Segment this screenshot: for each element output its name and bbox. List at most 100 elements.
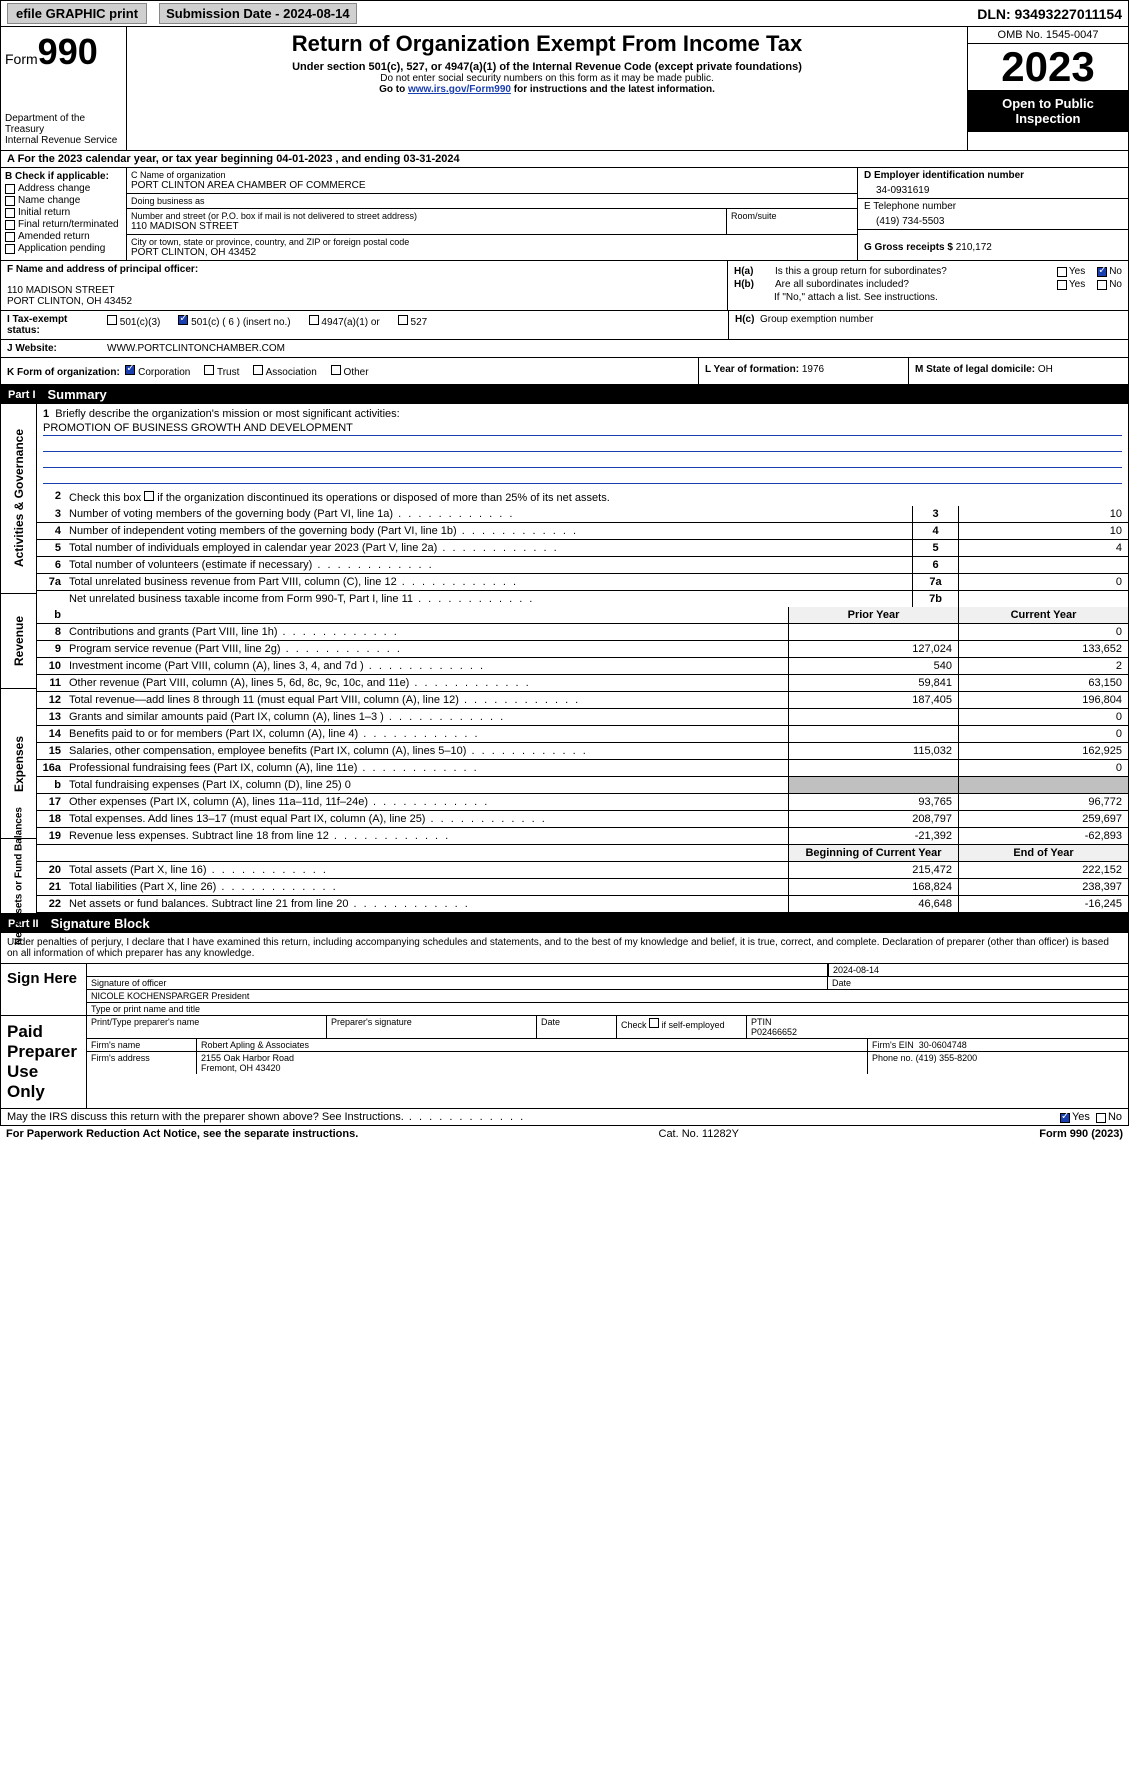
k-checkbox[interactable] — [331, 365, 341, 375]
year-formation: 1976 — [802, 364, 824, 375]
form-number: Form990 — [5, 31, 122, 73]
ha-no-checkbox[interactable] — [1097, 267, 1107, 277]
p1-data-row: 13Grants and similar amounts paid (Part … — [37, 709, 1128, 726]
submission-date: Submission Date - 2024-08-14 — [159, 3, 357, 24]
p1-data-row: 11Other revenue (Part VIII, column (A), … — [37, 675, 1128, 692]
section-deg: D Employer identification number 34-0931… — [858, 168, 1128, 260]
p1-line: 3Number of voting members of the governi… — [37, 506, 1128, 523]
rev-col-headers: b Prior Year Current Year — [37, 607, 1128, 624]
gross-receipts: 210,172 — [956, 242, 992, 253]
k-checkbox[interactable] — [204, 365, 214, 375]
p1-line: 4Number of independent voting members of… — [37, 523, 1128, 540]
ha-yes-checkbox[interactable] — [1057, 267, 1067, 277]
hb-no-checkbox[interactable] — [1097, 280, 1107, 290]
goto-line: Go to www.irs.gov/Form990 for instructio… — [133, 84, 961, 95]
dln-number: DLN: 93493227011154 — [971, 4, 1128, 24]
sign-here-block: Sign Here 2024-08-14 Signature of office… — [0, 964, 1129, 1016]
p1-data-row: 19Revenue less expenses. Subtract line 1… — [37, 828, 1128, 845]
p1-line: 7aTotal unrelated business revenue from … — [37, 574, 1128, 591]
footer: For Paperwork Reduction Act Notice, see … — [0, 1126, 1129, 1142]
p1-data-row: 8Contributions and grants (Part VIII, li… — [37, 624, 1128, 641]
omb-number: OMB No. 1545-0047 — [968, 27, 1128, 44]
checkbox-icon[interactable] — [5, 232, 15, 242]
preparer-block: Paid Preparer Use Only Print/Type prepar… — [0, 1016, 1129, 1109]
self-employed-checkbox[interactable] — [649, 1018, 659, 1028]
sec-b-item: Address change — [5, 183, 122, 194]
sign-date: 2024-08-14 — [833, 965, 879, 975]
city-state-zip: PORT CLINTON, OH 43452 — [131, 247, 853, 258]
mission-text: PROMOTION OF BUSINESS GROWTH AND DEVELOP… — [43, 422, 353, 434]
status-checkbox[interactable] — [178, 315, 188, 325]
section-c: C Name of organization PORT CLINTON AREA… — [127, 168, 858, 260]
officer-addr2: PORT CLINTON, OH 43452 — [7, 296, 721, 307]
officer-name: NICOLE KOCHENSPARGER President — [87, 990, 1128, 1002]
p1-data-row: 18Total expenses. Add lines 13–17 (must … — [37, 811, 1128, 828]
checkbox-icon[interactable] — [5, 220, 15, 230]
checkbox-icon[interactable] — [5, 244, 15, 254]
checkbox-icon[interactable] — [5, 196, 15, 206]
section-b: B Check if applicable: Address changeNam… — [1, 168, 127, 260]
p1-data-row: 22Net assets or fund balances. Subtract … — [37, 896, 1128, 913]
p1-line: Net unrelated business taxable income fr… — [37, 591, 1128, 607]
firm-ein: 30-0604748 — [919, 1040, 967, 1050]
dept-treasury: Department of the Treasury — [5, 113, 122, 135]
k-checkbox[interactable] — [253, 365, 263, 375]
firm-addr1: 2155 Oak Harbor Road — [201, 1053, 863, 1063]
p1-data-row: 14Benefits paid to or for members (Part … — [37, 726, 1128, 743]
dept-irs: Internal Revenue Service — [5, 135, 122, 146]
cat-no: Cat. No. 11282Y — [358, 1128, 1039, 1140]
p1-data-row: 16aProfessional fundraising fees (Part I… — [37, 760, 1128, 777]
part1-header: Part I Summary — [0, 385, 1129, 404]
p1-data-row: 9Program service revenue (Part VIII, lin… — [37, 641, 1128, 658]
ein: 34-0931619 — [864, 181, 1122, 196]
l2-checkbox[interactable] — [144, 491, 154, 501]
checkbox-icon[interactable] — [5, 208, 15, 218]
firm-addr2: Fremont, OH 43420 — [201, 1063, 863, 1073]
sec-b-item: Initial return — [5, 207, 122, 218]
form-header: Form990 Department of the Treasury Inter… — [0, 27, 1129, 151]
k-checkbox[interactable] — [125, 365, 135, 375]
discuss-yes-checkbox[interactable] — [1060, 1113, 1070, 1123]
status-checkbox[interactable] — [309, 315, 319, 325]
discuss-no-checkbox[interactable] — [1096, 1113, 1106, 1123]
klm-row: K Form of organization: Corporation Trus… — [0, 358, 1129, 385]
org-name: PORT CLINTON AREA CHAMBER OF COMMERCE — [131, 180, 853, 191]
ptin: P02466652 — [751, 1027, 1124, 1037]
p1-data-row: 10Investment income (Part VIII, column (… — [37, 658, 1128, 675]
mission-block: 1 Briefly describe the organization's mi… — [37, 404, 1128, 488]
ssn-notice: Do not enter social security numbers on … — [133, 73, 961, 84]
irs-link[interactable]: www.irs.gov/Form990 — [408, 84, 511, 95]
hb-yes-checkbox[interactable] — [1057, 280, 1067, 290]
status-checkbox[interactable] — [398, 315, 408, 325]
p1-data-row: 21Total liabilities (Part X, line 26)168… — [37, 879, 1128, 896]
p1-data-row: 12Total revenue—add lines 8 through 11 (… — [37, 692, 1128, 709]
p1-data-row: 17Other expenses (Part IX, column (A), l… — [37, 794, 1128, 811]
form-title: Return of Organization Exempt From Incom… — [133, 31, 961, 57]
officer-addr1: 110 MADISON STREET — [7, 285, 721, 296]
p1-line: 5Total number of individuals employed in… — [37, 540, 1128, 557]
sec-b-item: Application pending — [5, 243, 122, 254]
website-row: J Website: WWW.PORTCLINTONCHAMBER.COM — [0, 340, 1129, 358]
part2-header: Part II Signature Block — [0, 914, 1129, 933]
form-subtitle: Under section 501(c), 527, or 4947(a)(1)… — [133, 61, 961, 73]
top-bar: efile GRAPHIC print Submission Date - 20… — [0, 0, 1129, 27]
sec-b-item: Name change — [5, 195, 122, 206]
entity-info: B Check if applicable: Address changeNam… — [0, 168, 1129, 261]
na-col-headers: Beginning of Current Year End of Year — [37, 845, 1128, 862]
status-checkbox[interactable] — [107, 315, 117, 325]
section-fh: F Name and address of principal officer:… — [0, 261, 1129, 311]
p1-data-row: bTotal fundraising expenses (Part IX, co… — [37, 777, 1128, 794]
tax-year: 2023 — [968, 44, 1128, 90]
discuss-row: May the IRS discuss this return with the… — [0, 1109, 1129, 1126]
tax-status-row: I Tax-exempt status: 501(c)(3) 501(c) ( … — [0, 311, 1129, 340]
p1-data-row: 15Salaries, other compensation, employee… — [37, 743, 1128, 760]
firm-phone: (419) 355-8200 — [916, 1053, 978, 1063]
tax-year-line: A For the 2023 calendar year, or tax yea… — [0, 151, 1129, 168]
form-ref: Form 990 (2023) — [1039, 1128, 1123, 1140]
street-address: 110 MADISON STREET — [131, 221, 722, 232]
sec-b-item: Amended return — [5, 231, 122, 242]
part1-body: Activities & Governance Revenue Expenses… — [0, 404, 1129, 914]
efile-print-button[interactable]: efile GRAPHIC print — [7, 3, 147, 24]
state-domicile: OH — [1038, 364, 1053, 375]
checkbox-icon[interactable] — [5, 184, 15, 194]
